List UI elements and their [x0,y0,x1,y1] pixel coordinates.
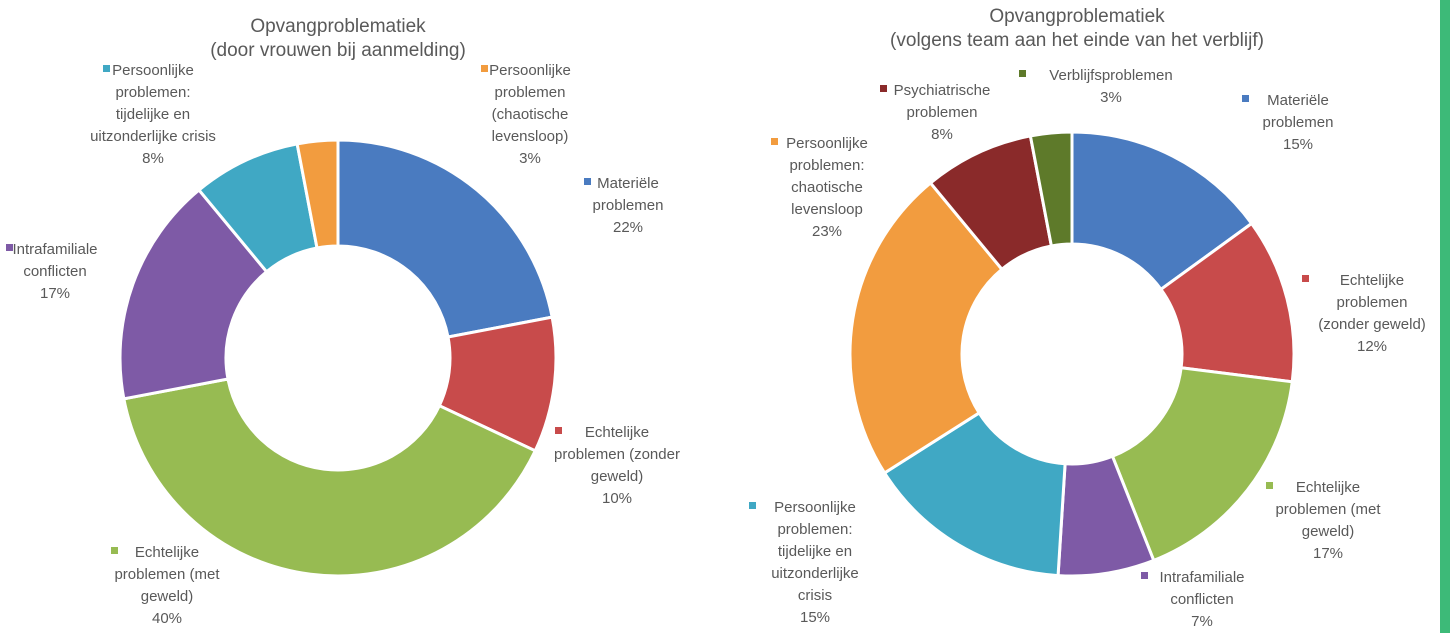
chart-2-label-marker-1 [1242,95,1249,102]
chart-1-slice-1 [336,138,554,339]
chart-2-label-2-line-2: problemen [1337,294,1408,311]
chart-1-label-3-line-3: geweld) [141,588,194,605]
chart-1-label-2-line-3: geweld) [591,468,644,485]
chart-2-label-3-line-2: problemen (met [1275,501,1381,518]
chart-2-slice-6 [848,180,1004,476]
chart-1-value-label-3: 40% [152,610,182,627]
chart-2-value-label-6: 23% [812,223,842,240]
chart-1-label-5-line-2: problemen: [115,84,190,101]
chart-1-subtitle: (door vrouwen bij aanmelding) [210,40,466,61]
chart-2-slice-1 [1070,130,1254,292]
chart-2-value-label-3: 17% [1313,545,1343,562]
chart-1-label-1-line-2: problemen [593,197,664,214]
chart-1-label-marker-5 [103,65,110,72]
chart-1-title: Opvangproblematiek [250,16,426,37]
chart-2-slice-3 [1110,366,1294,563]
chart-2-label-2-line-1: Echtelijke [1340,272,1404,289]
chart-2-slice-8 [1028,130,1074,248]
chart-2-value-label-2: 12% [1357,338,1387,355]
chart-2-label-5-line-5: crisis [798,587,832,604]
chart-1-label-1-line-1: Materiële [597,175,659,192]
chart-2-label-marker-8 [1019,70,1026,77]
chart-2-label-2-line-3: (zonder geweld) [1318,316,1426,333]
chart-2-label-1-line-1: Materiële [1267,92,1329,109]
chart-2-label-7-line-2: problemen [907,104,978,121]
chart-1-label-2-line-2: problemen (zonder [554,446,680,463]
chart-1-label-marker-6 [481,65,488,72]
green-edge-strip [1440,0,1450,633]
chart-2-label-3-line-1: Echtelijke [1296,479,1360,496]
chart-2-label-5-line-1: Persoonlijke [774,499,856,516]
chart-2-label-marker-6 [771,138,778,145]
chart-1-label-6-line-2: problemen [495,84,566,101]
chart-2-label-6-line-2: problemen: [789,157,864,174]
chart-1-value-label-5: 8% [142,150,164,167]
chart-2-label-4-line-1: Intrafamiliale [1159,569,1244,586]
chart-2-value-label-8: 3% [1100,89,1122,106]
chart-2-label-3-line-3: geweld) [1302,523,1355,540]
chart-1-label-5-line-1: Persoonlijke [112,62,194,79]
chart-1-value-label-2: 10% [602,490,632,507]
chart-1-slice-4 [118,187,269,401]
chart-1-label-marker-2 [555,427,562,434]
chart-1-label-5-line-4: uitzonderlijke crisis [90,128,216,145]
chart-1-label-2-line-1: Echtelijke [585,424,649,441]
chart-2-slice-5 [882,410,1067,578]
chart-1-value-label-4: 17% [40,285,70,302]
chart-2-label-5-line-3: tijdelijke en [778,543,852,560]
chart-2-value-label-7: 8% [931,126,953,143]
chart-2-value-label-5: 15% [800,609,830,626]
chart-1-value-label-1: 22% [613,219,643,236]
chart-2-label-marker-5 [749,502,756,509]
chart-1-label-6-line-3: (chaotische [492,106,569,123]
chart-2-label-8-line-1: Verblijfsproblemen [1049,67,1172,84]
chart-1-label-marker-1 [584,178,591,185]
chart-1-value-label-6: 3% [519,150,541,167]
chart-2-label-6-line-3: chaotische [791,179,863,196]
chart-1-label-6-line-4: levensloop) [492,128,569,145]
chart-1-slice-3 [122,377,538,578]
chart-1-label-3-line-1: Echtelijke [135,544,199,561]
chart-2-label-7-line-1: Psychiatrische [894,82,991,99]
chart-1-label-5-line-3: tijdelijke en [116,106,190,123]
chart-1-label-4-line-1: Intrafamiliale [12,241,97,258]
chart-2-label-marker-4 [1141,572,1148,579]
chart-2-label-marker-2 [1302,275,1309,282]
chart-1-label-4-line-2: conflicten [23,263,86,280]
chart-2-title: Opvangproblematiek [989,6,1165,27]
chart-2-subtitle: (volgens team aan het einde van het verb… [890,30,1264,51]
chart-2-label-4-line-2: conflicten [1170,591,1233,608]
chart-2-label-5-line-2: problemen: [777,521,852,538]
chart-2-label-5-line-4: uitzonderlijke [771,565,859,582]
chart-1-label-6-line-1: Persoonlijke [489,62,571,79]
chart-2-label-marker-7 [880,85,887,92]
chart-2-label-6-line-4: levensloop [791,201,863,218]
chart-1-slice-6 [295,138,340,250]
chart-2-label-marker-3 [1266,482,1273,489]
chart-1-label-3-line-2: problemen (met [114,566,220,583]
chart-2-label-1-line-2: problemen [1263,114,1334,131]
chart-2-label-6-line-1: Persoonlijke [786,135,868,152]
chart-2-value-label-1: 15% [1283,136,1313,153]
chart-2-value-label-4: 7% [1191,613,1213,630]
chart-1-label-marker-4 [6,244,13,251]
chart-1-label-marker-3 [111,547,118,554]
